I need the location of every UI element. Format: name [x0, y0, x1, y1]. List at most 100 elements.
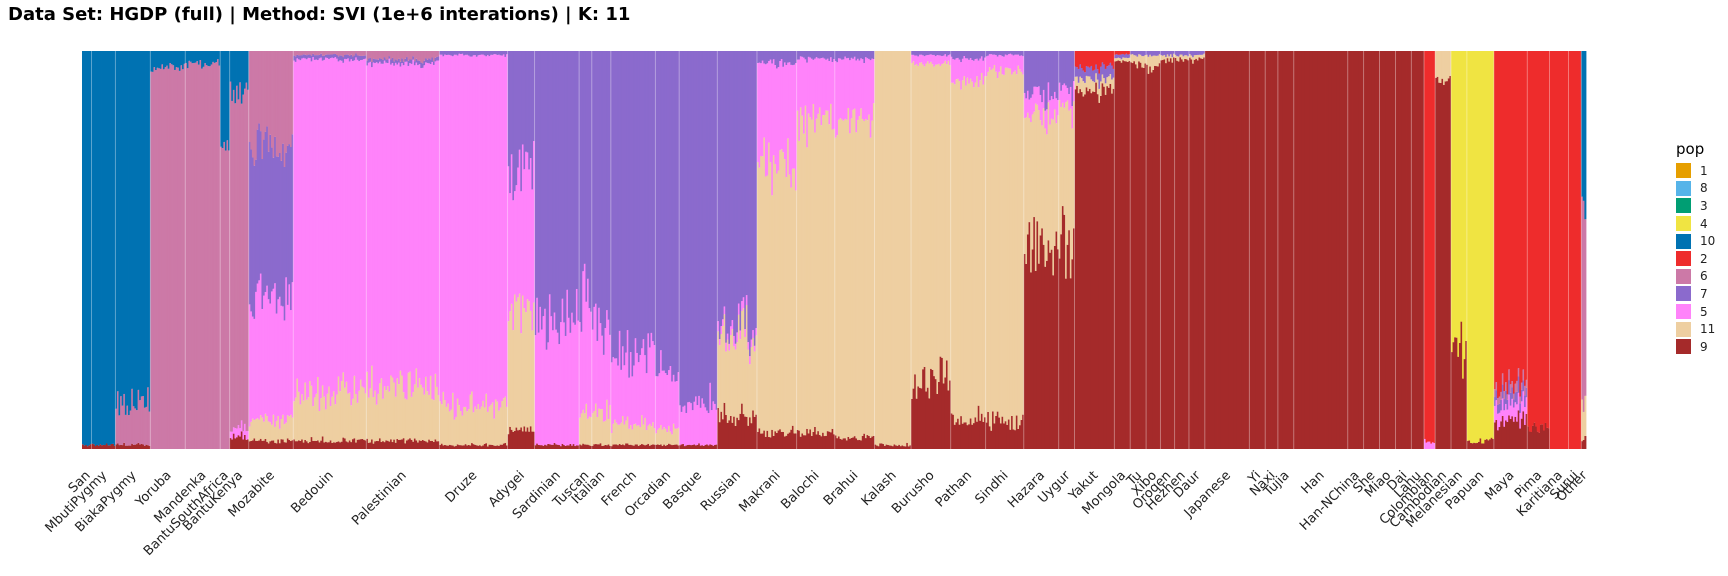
bar-segment-7 — [644, 51, 647, 356]
bar-segment-5 — [342, 62, 345, 373]
bar-segment-9 — [472, 444, 475, 449]
bar-segment-6 — [274, 51, 277, 137]
bar-segment-7 — [803, 51, 806, 58]
bar-segment-5 — [604, 327, 607, 421]
bar-segment-9 — [126, 445, 129, 449]
bar-segment-6 — [272, 51, 275, 158]
bar-segment-9 — [1225, 51, 1228, 449]
bar-segment-9 — [982, 421, 985, 449]
bar-segment-5 — [323, 59, 326, 397]
bar-segment-5 — [407, 65, 410, 373]
bar-segment-5 — [405, 61, 408, 400]
bar-segment-6 — [229, 81, 232, 432]
bar-segment-5 — [552, 330, 555, 445]
bar-segment-11 — [614, 419, 617, 445]
bar-segment-7 — [1147, 51, 1150, 57]
bar-segment-11 — [525, 312, 528, 432]
bar-segment-9 — [270, 440, 273, 449]
bar-segment-7 — [1133, 51, 1136, 56]
bar-segment-11 — [347, 393, 350, 443]
bar-segment-9 — [139, 444, 142, 449]
bar-segment-9 — [733, 416, 736, 449]
bar-segment-9 — [614, 444, 617, 449]
bar-segment-2 — [1530, 51, 1533, 432]
bar-segment-2 — [1092, 51, 1095, 71]
bar-segment-5 — [652, 341, 655, 423]
bar-segment-7 — [291, 134, 294, 283]
bar-segment-7 — [504, 51, 507, 57]
bar-segment-9 — [833, 434, 836, 449]
bar-segment-5 — [945, 56, 948, 65]
bar-segment-11 — [733, 346, 736, 417]
bar-segment-7 — [1195, 51, 1198, 55]
bar-segment-9 — [548, 444, 551, 449]
bar-segment-4 — [1455, 51, 1458, 338]
bar-segment-5 — [1517, 392, 1520, 411]
bar-segment-5 — [1501, 398, 1504, 416]
bar-segment-6 — [394, 51, 397, 60]
bar-segment-9 — [1050, 249, 1053, 449]
bar-segment-11 — [324, 409, 327, 442]
bar-segment-5 — [653, 345, 656, 429]
bar-segment-11 — [830, 103, 833, 433]
bar-segment-9 — [1485, 439, 1488, 449]
bar-segment-10 — [94, 51, 97, 447]
bar-segment-6 — [123, 393, 126, 443]
bar-segment-9 — [1235, 51, 1237, 449]
bar-segment-9 — [1471, 443, 1474, 449]
bar-segment-11 — [1004, 67, 1007, 422]
bar-segment-9 — [88, 445, 91, 449]
bar-segment-6 — [1498, 396, 1501, 404]
bar-segment-11 — [1058, 100, 1061, 259]
bar-segment-10 — [161, 51, 164, 65]
bar-segment-7 — [1058, 51, 1061, 83]
bar-segment-7 — [574, 51, 577, 325]
bar-segment-9 — [610, 446, 613, 449]
bar-segment-9 — [467, 444, 470, 449]
bar-segment-7 — [804, 51, 807, 60]
bar-segment-7 — [1065, 51, 1068, 86]
bar-segment-11 — [404, 398, 407, 444]
bar-segment-11 — [777, 170, 780, 431]
bar-segment-11 — [726, 339, 729, 423]
bar-segment-7 — [361, 55, 364, 60]
bar-segment-11 — [729, 335, 732, 416]
bar-segment-5 — [756, 63, 759, 163]
bar-segment-5 — [452, 56, 455, 393]
bar-segment-6 — [278, 51, 281, 154]
bar-segment-7 — [563, 51, 566, 323]
bar-segment-9 — [903, 446, 906, 449]
bar-segment-9 — [1149, 66, 1152, 449]
bar-segment-7 — [1516, 391, 1519, 405]
bar-segment-5 — [860, 58, 863, 109]
bar-segment-11 — [464, 406, 467, 445]
bar-segment-9 — [912, 388, 915, 449]
bar-segment-9 — [366, 438, 369, 449]
bar-segment-9 — [963, 422, 966, 449]
bar-segment-7 — [482, 51, 485, 55]
bar-segment-9 — [776, 433, 779, 449]
bar-segment-5 — [493, 54, 496, 419]
bar-segment-6 — [348, 51, 351, 56]
bar-segment-9 — [444, 444, 447, 449]
bar-segment-7 — [761, 51, 764, 61]
bar-segment-9 — [353, 438, 356, 449]
bar-segment-7 — [1500, 399, 1503, 411]
bar-segment-11 — [1138, 54, 1141, 62]
bar-segment-11 — [1034, 103, 1037, 271]
bar-segment-5 — [340, 60, 343, 382]
bar-segment-5 — [844, 56, 847, 119]
bar-segment-7 — [598, 51, 601, 308]
bar-segment-10 — [1582, 51, 1585, 201]
bar-segment-7 — [863, 51, 866, 64]
bar-segment-9 — [391, 442, 394, 449]
bar-segment-11 — [264, 413, 267, 439]
bar-segment-7 — [957, 51, 960, 58]
bar-segment-9 — [237, 435, 240, 449]
bar-segment-11 — [906, 51, 909, 443]
bar-segment-11 — [807, 113, 810, 434]
bar-segment-7 — [463, 51, 466, 56]
bar-segment-5 — [474, 55, 477, 407]
bar-segment-7 — [1069, 51, 1072, 87]
bar-segment-5 — [707, 413, 710, 446]
